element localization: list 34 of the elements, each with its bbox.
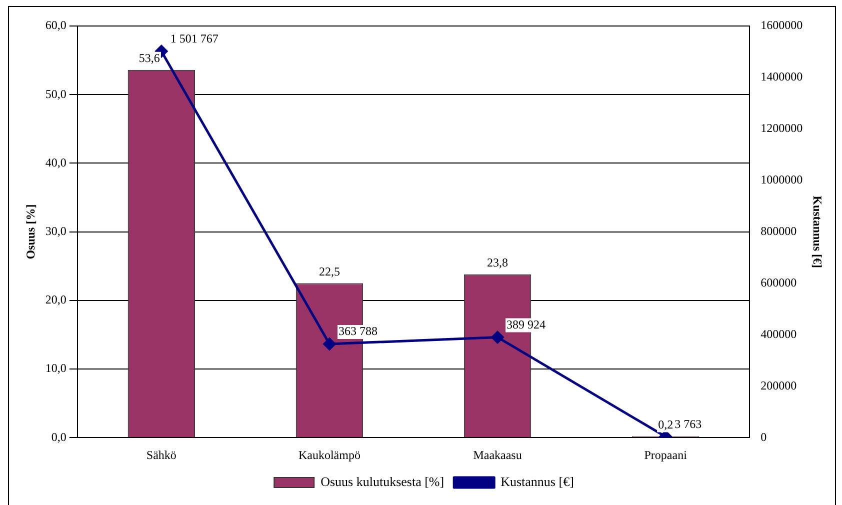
x-tick-label: Propaani xyxy=(644,448,688,462)
data-label: 363 788 xyxy=(338,324,378,338)
data-label: 0,2 xyxy=(658,417,674,432)
y2-tick-label: 1600000 xyxy=(760,18,803,32)
y2-tick-label: 1400000 xyxy=(760,70,803,84)
y-axis-title: Osuus [%] xyxy=(23,204,38,260)
y-tick-label: 50,0 xyxy=(45,86,66,101)
data-label: 53,6 xyxy=(138,51,160,66)
y-tick-label: 20,0 xyxy=(45,292,66,307)
legend-label: Kustannus [€] xyxy=(500,474,574,489)
data-label: 389 924 xyxy=(506,317,546,332)
y2-axis-title: Kustannus [€] xyxy=(810,196,825,268)
x-tick-label: Sähkö xyxy=(146,448,176,462)
y2-tick-label: 600000 xyxy=(760,275,797,290)
data-label: 22,5 xyxy=(318,264,340,278)
data-label: 3 763 xyxy=(674,416,702,431)
y-tick-label: 40,0 xyxy=(45,155,66,170)
data-label: 1 501 767 xyxy=(170,31,218,46)
y-tick-label: 60,0 xyxy=(45,18,66,32)
y2-tick-label: 1200000 xyxy=(760,121,803,136)
x-tick-label: Maakaasu xyxy=(473,448,522,462)
y2-tick-label: 800000 xyxy=(760,224,797,238)
x-tick-label: Kaukolämpö xyxy=(298,448,360,462)
legend-label: Osuus kulutuksesta [%] xyxy=(320,474,444,489)
y-tick-label: 30,0 xyxy=(45,224,66,238)
y2-tick-label: 200000 xyxy=(760,378,797,392)
y-tick-label: 10,0 xyxy=(45,361,66,376)
y2-tick-label: 400000 xyxy=(760,326,797,341)
y2-tick-label: 1000000 xyxy=(760,172,803,187)
y-tick-label: 0,0 xyxy=(51,430,66,444)
point xyxy=(323,338,336,350)
y2-tick-label: 0 xyxy=(760,430,767,444)
point xyxy=(491,331,504,344)
data-label: 23,8 xyxy=(487,255,508,270)
